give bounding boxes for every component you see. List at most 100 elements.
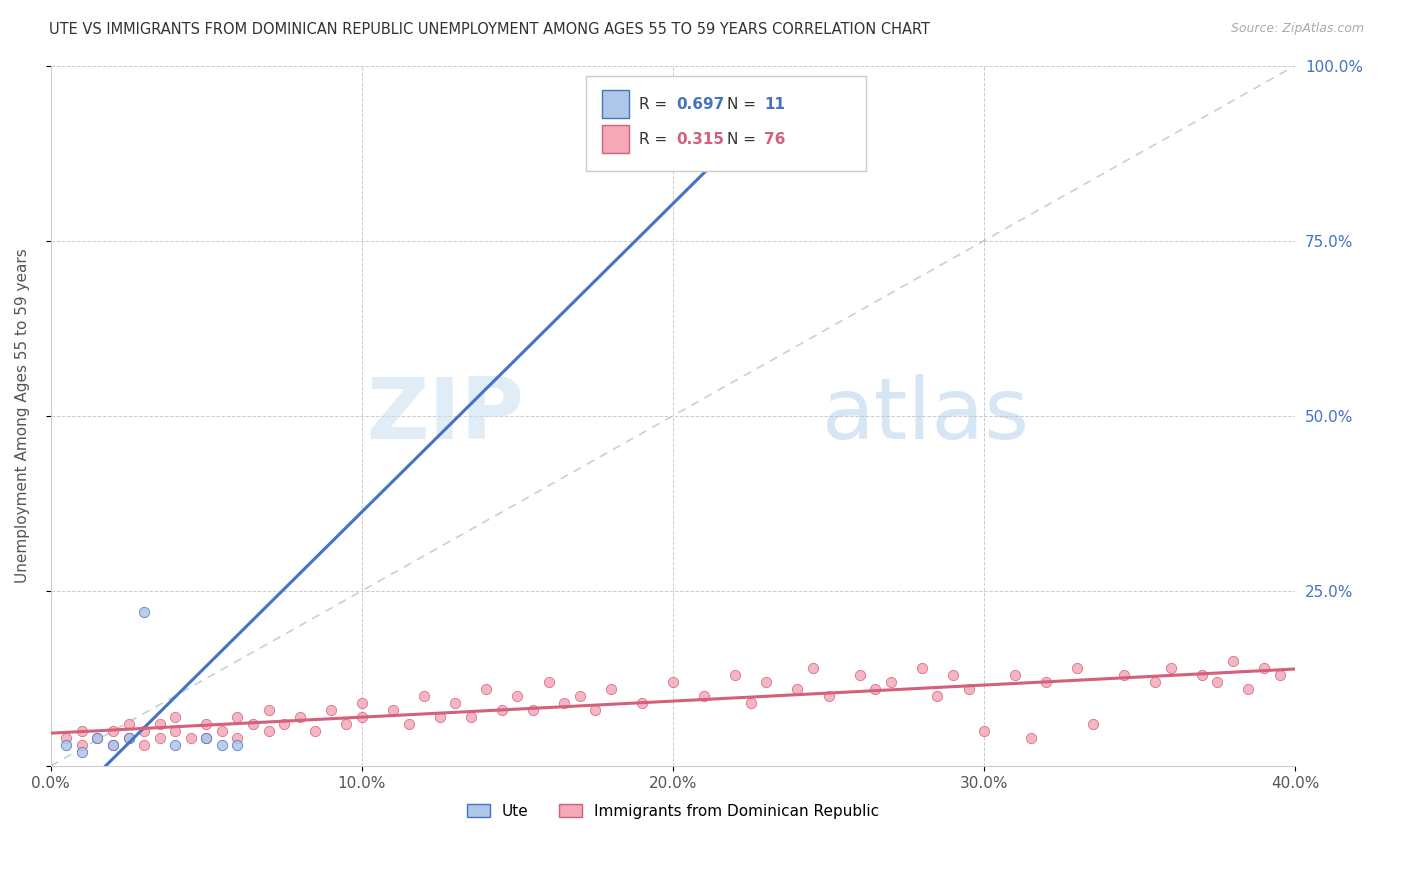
Point <box>70 723 93 738</box>
Point <box>70 745 93 759</box>
Point <box>117 731 139 745</box>
Point <box>863 681 886 696</box>
Point <box>693 689 716 703</box>
Point <box>1035 674 1057 689</box>
Point <box>880 674 903 689</box>
Point <box>165 710 187 724</box>
Point <box>149 716 172 731</box>
Point <box>101 738 124 752</box>
Point <box>942 668 965 682</box>
Point <box>1066 661 1088 675</box>
Point <box>165 723 187 738</box>
Legend: Ute, Immigrants from Dominican Republic: Ute, Immigrants from Dominican Republic <box>461 797 886 825</box>
Point <box>740 696 762 710</box>
Point <box>491 703 513 717</box>
Point <box>1160 661 1182 675</box>
Point <box>165 738 187 752</box>
Text: N =: N = <box>727 96 761 112</box>
Point <box>288 710 311 724</box>
Point <box>475 681 498 696</box>
Point <box>957 681 980 696</box>
FancyBboxPatch shape <box>602 90 630 118</box>
Point <box>117 716 139 731</box>
Point <box>1253 661 1275 675</box>
Point <box>1081 716 1104 731</box>
Point <box>927 689 949 703</box>
Point <box>1112 668 1135 682</box>
Text: 0.697: 0.697 <box>676 96 725 112</box>
Point <box>506 689 529 703</box>
Point <box>973 723 995 738</box>
Point <box>631 696 654 710</box>
Point <box>273 716 295 731</box>
Point <box>1004 668 1026 682</box>
Point <box>583 703 606 717</box>
Point <box>848 668 870 682</box>
Text: 76: 76 <box>763 132 785 146</box>
Point <box>662 674 685 689</box>
Point <box>134 605 156 619</box>
Point <box>180 731 202 745</box>
Point <box>350 696 373 710</box>
Point <box>1222 654 1244 668</box>
Point <box>101 723 124 738</box>
Point <box>398 716 420 731</box>
Point <box>257 703 280 717</box>
Point <box>304 723 326 738</box>
Point <box>55 731 77 745</box>
Point <box>724 668 747 682</box>
Point <box>195 731 218 745</box>
Point <box>257 723 280 738</box>
Point <box>755 674 778 689</box>
Point <box>413 689 436 703</box>
Text: 0.315: 0.315 <box>676 132 724 146</box>
Point <box>460 710 482 724</box>
Point <box>134 738 156 752</box>
Point <box>242 716 264 731</box>
Point <box>86 731 108 745</box>
Point <box>211 738 233 752</box>
Point <box>149 731 172 745</box>
Text: 11: 11 <box>763 96 785 112</box>
Point <box>911 661 934 675</box>
Point <box>553 696 575 710</box>
Point <box>1019 731 1042 745</box>
Point <box>522 703 544 717</box>
Point <box>1268 668 1291 682</box>
Point <box>101 738 124 752</box>
Point <box>1144 674 1167 689</box>
Point <box>817 689 839 703</box>
Point <box>724 79 747 94</box>
Point <box>211 723 233 738</box>
Point <box>319 703 342 717</box>
Point <box>117 731 139 745</box>
Point <box>55 738 77 752</box>
Point <box>226 710 249 724</box>
Text: R =: R = <box>640 96 672 112</box>
Point <box>382 703 405 717</box>
Text: UTE VS IMMIGRANTS FROM DOMINICAN REPUBLIC UNEMPLOYMENT AMONG AGES 55 TO 59 YEARS: UTE VS IMMIGRANTS FROM DOMINICAN REPUBLI… <box>49 22 931 37</box>
Point <box>350 710 373 724</box>
Text: Source: ZipAtlas.com: Source: ZipAtlas.com <box>1230 22 1364 36</box>
Point <box>226 738 249 752</box>
FancyBboxPatch shape <box>586 76 866 170</box>
FancyBboxPatch shape <box>602 125 630 153</box>
Text: ZIP: ZIP <box>366 375 523 458</box>
Point <box>335 716 357 731</box>
Point <box>1237 681 1260 696</box>
Point <box>1206 674 1229 689</box>
Point <box>786 681 808 696</box>
Text: atlas: atlas <box>823 375 1031 458</box>
Point <box>568 689 591 703</box>
Point <box>599 681 621 696</box>
Y-axis label: Unemployment Among Ages 55 to 59 years: Unemployment Among Ages 55 to 59 years <box>15 248 30 583</box>
Point <box>801 661 824 675</box>
Point <box>134 723 156 738</box>
Point <box>226 731 249 745</box>
Text: N =: N = <box>727 132 761 146</box>
Point <box>537 674 560 689</box>
Point <box>195 716 218 731</box>
Point <box>444 696 467 710</box>
Point <box>195 731 218 745</box>
Point <box>1191 668 1213 682</box>
